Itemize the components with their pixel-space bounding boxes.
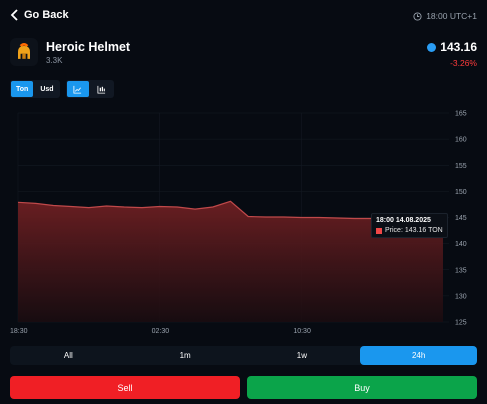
period-1m[interactable]: 1m: [179, 351, 191, 360]
tooltip-price: Price: 143.16 TON: [385, 227, 443, 234]
y-tick-label: 155: [455, 163, 467, 170]
top-bar: Go Back 18:00 UTC+1: [0, 0, 487, 34]
x-tick-label: 10:30: [293, 328, 311, 335]
price-change: -3.26%: [450, 58, 477, 68]
line-chart-icon: [73, 85, 82, 94]
currency-usd-button[interactable]: Usd: [40, 85, 54, 93]
price-chart-svg: 125 130 135 140 145 150 155 160 165 18:30 02:30 10…: [10, 111, 467, 336]
y-tick-label: 160: [455, 137, 467, 144]
y-tick-label: 125: [455, 320, 467, 327]
y-tick-label: 165: [455, 111, 467, 118]
candlestick-button[interactable]: [91, 81, 113, 97]
back-button[interactable]: Go Back: [10, 9, 69, 21]
candlestick-icon: [97, 85, 106, 94]
tooltip-time: 18:00 14.08.2025: [376, 217, 431, 224]
currency-ton-button[interactable]: Ton: [11, 81, 34, 97]
clock-icon: [413, 11, 422, 21]
period-24h[interactable]: 24h: [360, 346, 477, 365]
asset-name: Heroic Helmet: [46, 39, 131, 54]
clock-text: 18:00 UTC+1: [426, 11, 477, 21]
asset-count: 3.3K: [46, 55, 63, 65]
chart-tooltip: 18:00 14.08.2025 Price: 143.16 TON: [371, 213, 448, 238]
sell-button[interactable]: Sell: [10, 376, 240, 399]
period-1w[interactable]: 1w: [296, 351, 307, 360]
y-tick-label: 130: [455, 293, 467, 300]
y-tick-label: 145: [455, 215, 467, 222]
x-tick-label: 18:30: [10, 328, 28, 335]
back-label: Go Back: [24, 9, 69, 21]
toggles: Ton Usd: [10, 80, 114, 98]
chart-type-toggle: [65, 80, 114, 98]
helmet-icon: [10, 38, 38, 66]
price-chart[interactable]: 125 130 135 140 145 150 155 160 165 18:30 02:30 10…: [0, 104, 487, 340]
y-tick-label: 135: [455, 267, 467, 274]
asset-info: Heroic Helmet 3.3K: [10, 38, 130, 66]
period-selector: All 1m 1w 24h: [10, 346, 477, 365]
y-tick-label: 150: [455, 189, 467, 196]
ton-icon: [427, 42, 437, 52]
price-area: [18, 201, 443, 322]
price-value: 143.16: [440, 40, 477, 54]
currency-toggle: Ton Usd: [10, 80, 60, 98]
y-tick-label: 140: [455, 241, 467, 248]
trade-actions: Sell Buy: [10, 376, 477, 399]
x-tick-label: 02:30: [152, 328, 170, 335]
buy-button[interactable]: Buy: [247, 376, 477, 399]
period-all[interactable]: All: [63, 351, 73, 360]
clock: 18:00 UTC+1: [413, 11, 477, 21]
price-box: 143.16 -3.26%: [427, 40, 477, 68]
tooltip-swatch: [376, 227, 382, 234]
chevron-left-icon: [10, 9, 18, 21]
line-chart-button[interactable]: [66, 81, 89, 97]
